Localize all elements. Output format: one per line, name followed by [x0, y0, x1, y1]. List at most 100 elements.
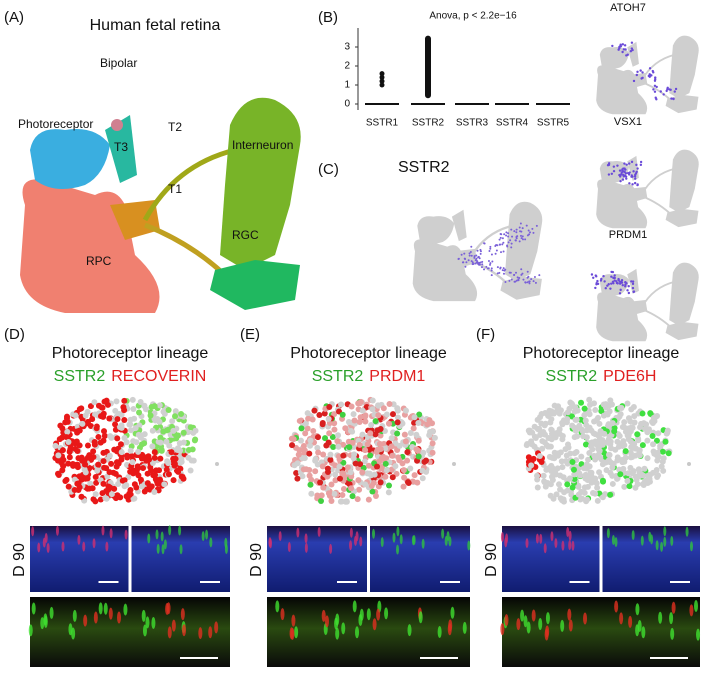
expression-dot [495, 249, 498, 252]
expression-dot [607, 162, 611, 165]
expression-dot [621, 168, 624, 171]
cell-dot [569, 401, 576, 408]
cell-dot [360, 464, 367, 471]
cell-dot [123, 482, 130, 489]
cell-dot [296, 417, 303, 424]
stain-spot [407, 624, 412, 637]
cell-dot [97, 496, 104, 503]
cell-dot [307, 442, 314, 449]
stain-spot [147, 533, 151, 544]
cell-dot [93, 425, 100, 432]
cell-dot [614, 438, 621, 445]
expression-dot [527, 229, 530, 232]
cell-dot [559, 419, 566, 426]
cell-dot [626, 483, 633, 490]
cell-dot [141, 431, 148, 438]
cell-dot [607, 491, 614, 498]
expression-dot [507, 235, 510, 238]
cell-dot [335, 432, 342, 439]
lineage-scatter [288, 396, 456, 505]
x-tick-label: SSTR5 [537, 118, 570, 129]
expression-dot [505, 234, 508, 237]
stain-spot [105, 541, 109, 552]
expression-dot [490, 274, 493, 277]
cell-dot [588, 427, 595, 434]
expression-dot [469, 251, 472, 254]
cell-dot [90, 453, 97, 460]
cell-dot [644, 455, 651, 462]
stain-spot [446, 531, 450, 542]
stain-spot [321, 609, 326, 622]
cell-dot [404, 457, 411, 464]
expression-dot [611, 44, 614, 48]
expression-dot [496, 244, 499, 247]
stain-spot [516, 618, 521, 631]
stain-spot [180, 608, 185, 621]
cell-dot [650, 441, 657, 448]
cell-dot [357, 461, 364, 468]
stain-spot [640, 535, 644, 546]
cell-dot [539, 445, 546, 452]
cell-dot [548, 426, 555, 433]
cell-dot [574, 433, 581, 440]
cell-dot [192, 427, 199, 434]
stain-spot [289, 627, 294, 640]
cell-dot [386, 401, 393, 408]
cell-dot [95, 461, 102, 468]
stain-spot [462, 621, 467, 634]
cell-dot [368, 421, 375, 428]
cell-dot [546, 453, 553, 460]
outlier-dot [379, 71, 385, 77]
cell-dot [192, 436, 199, 443]
expression-dot [518, 240, 521, 243]
stain-spot [349, 527, 353, 538]
expression-dot [652, 71, 655, 74]
cell-dot [615, 443, 622, 450]
cell-dot [138, 483, 145, 490]
cell-dot [325, 490, 332, 497]
expression-dot [530, 278, 533, 281]
panel-title: Human fetal retina [90, 17, 221, 34]
cell-dot [151, 416, 158, 423]
cell-dot [74, 448, 81, 455]
cell-dot [635, 437, 642, 444]
cell-dot [187, 467, 194, 474]
cell-dot [601, 430, 608, 437]
expression-dot [522, 278, 525, 281]
cell-dot [382, 473, 389, 480]
expression-dot [627, 285, 630, 288]
strip-plot: 0 1 2 3 SSTR1 SSTR2 SSTR3 SSTR4 SSTR5 [344, 28, 570, 129]
cell-dot [426, 417, 433, 424]
cell-dot [340, 459, 347, 466]
lineage-panels: (D) Photoreceptor lineage SSTR2 RECOVERIN D … [4, 326, 701, 667]
cell-dot [633, 476, 640, 483]
cell-dot [330, 444, 337, 451]
stain-spot [44, 533, 48, 544]
cell-dot [348, 427, 355, 434]
cluster-label: Bipolar [100, 56, 137, 70]
stain-spot [561, 540, 565, 551]
cell-dot [552, 433, 559, 440]
expression-dot [628, 162, 631, 165]
cell-dot [302, 430, 309, 437]
cell-dot [606, 408, 613, 415]
cell-dot [314, 492, 321, 499]
stain-spot [359, 608, 364, 621]
cell-dot [644, 437, 651, 444]
cell-dot [87, 423, 94, 430]
expression-dot [662, 93, 665, 96]
stain-spot [353, 535, 357, 546]
cell-dot [637, 424, 644, 431]
cell-dot [362, 418, 369, 425]
expression-dot [519, 230, 522, 233]
expression-dots [457, 222, 541, 285]
cell-dot [112, 407, 119, 414]
green-marker: SSTR2 [54, 368, 106, 385]
cell-dot [631, 413, 638, 420]
stain-spot [291, 614, 296, 627]
cell-dot [346, 444, 353, 451]
cell-dot [583, 422, 590, 429]
cell-dot [300, 447, 307, 454]
stain-spot [366, 608, 371, 621]
cell-dot [553, 491, 560, 498]
